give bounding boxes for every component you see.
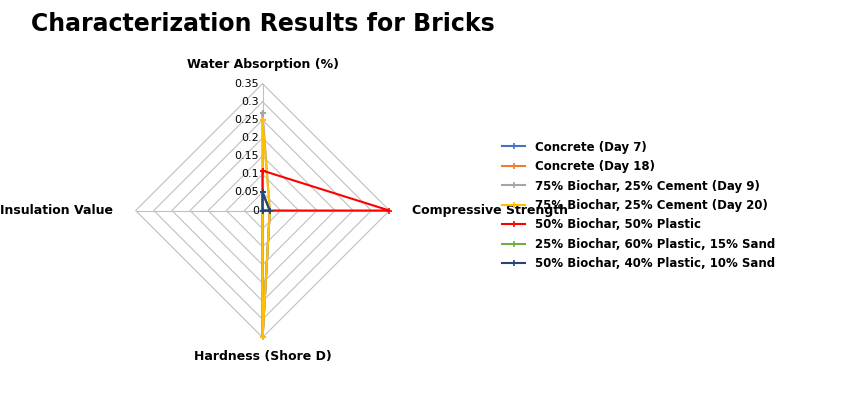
Text: 0.05: 0.05 xyxy=(234,187,259,197)
Text: 0.15: 0.15 xyxy=(234,151,259,161)
Text: 0.3: 0.3 xyxy=(241,97,259,107)
Text: Hardness (Shore D): Hardness (Shore D) xyxy=(194,350,331,363)
Text: Water Absorption (%): Water Absorption (%) xyxy=(186,58,339,71)
Text: Compressive Strength: Compressive Strength xyxy=(412,204,568,217)
Text: 0.25: 0.25 xyxy=(234,115,259,125)
Text: 0.35: 0.35 xyxy=(234,79,259,89)
Text: 0: 0 xyxy=(252,206,259,215)
Text: Characterization Results for Bricks: Characterization Results for Bricks xyxy=(30,12,495,36)
Legend: Concrete (Day 7), Concrete (Day 18), 75% Biochar, 25% Cement (Day 9), 75% Biocha: Concrete (Day 7), Concrete (Day 18), 75%… xyxy=(497,136,780,275)
Text: 0.1: 0.1 xyxy=(241,169,259,179)
Text: Insulation Value: Insulation Value xyxy=(0,204,113,217)
Text: 0.2: 0.2 xyxy=(241,133,259,143)
